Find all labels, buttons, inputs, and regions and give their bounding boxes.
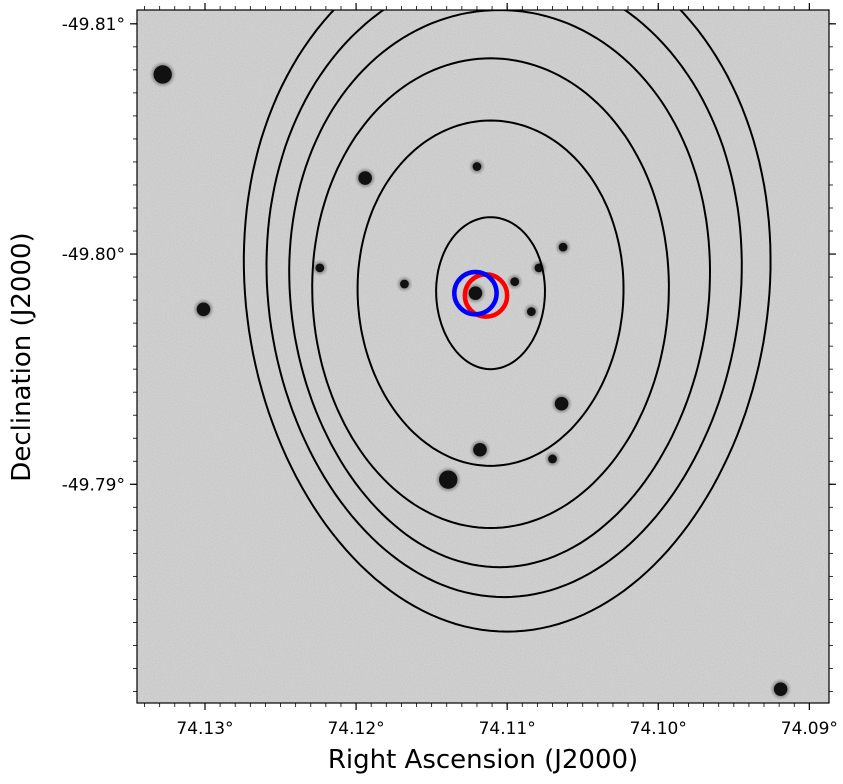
ticks-layer: 74.13° 74.12° 74.11° 74.10° 74.09° -49.81° -49… (62, 3, 838, 739)
x-tick-label: 74.09° (781, 719, 838, 739)
star (358, 171, 372, 185)
contour-level-6 (242, 10, 772, 633)
star (472, 162, 482, 171)
contour-level-1 (435, 216, 547, 371)
star (554, 396, 569, 411)
star (439, 470, 458, 489)
star (558, 242, 568, 252)
blue-marker-circle (452, 269, 499, 317)
star (510, 277, 520, 287)
contour-level-4 (288, 10, 712, 569)
star (526, 307, 536, 317)
markers-layer (452, 269, 510, 319)
star (468, 286, 483, 300)
contour-level-3 (311, 57, 670, 530)
stars-layer (151, 63, 790, 698)
star (548, 454, 557, 464)
x-tick-label: 74.10° (630, 719, 687, 739)
contours-layer (242, 10, 772, 633)
x-tick-label: 74.13° (176, 719, 233, 739)
star (196, 302, 211, 317)
y-axis-label: Declination (J2000) (7, 232, 37, 481)
y-tick-label: -49.79° (62, 475, 125, 495)
y-tick-label: -49.80° (62, 245, 125, 265)
contour-level-2 (356, 119, 625, 467)
x-tick-label: 74.12° (327, 719, 384, 739)
star (315, 263, 325, 273)
sky-image (137, 10, 829, 703)
star (473, 442, 487, 457)
x-tick-label: 74.11° (479, 719, 536, 739)
star (153, 65, 172, 84)
star (400, 279, 409, 289)
star (773, 682, 788, 696)
y-tick-label: -49.81° (62, 15, 125, 35)
x-axis-label: Right Ascension (J2000) (328, 745, 638, 775)
contour-level-5 (265, 10, 743, 599)
plot-frame (136, 9, 830, 704)
